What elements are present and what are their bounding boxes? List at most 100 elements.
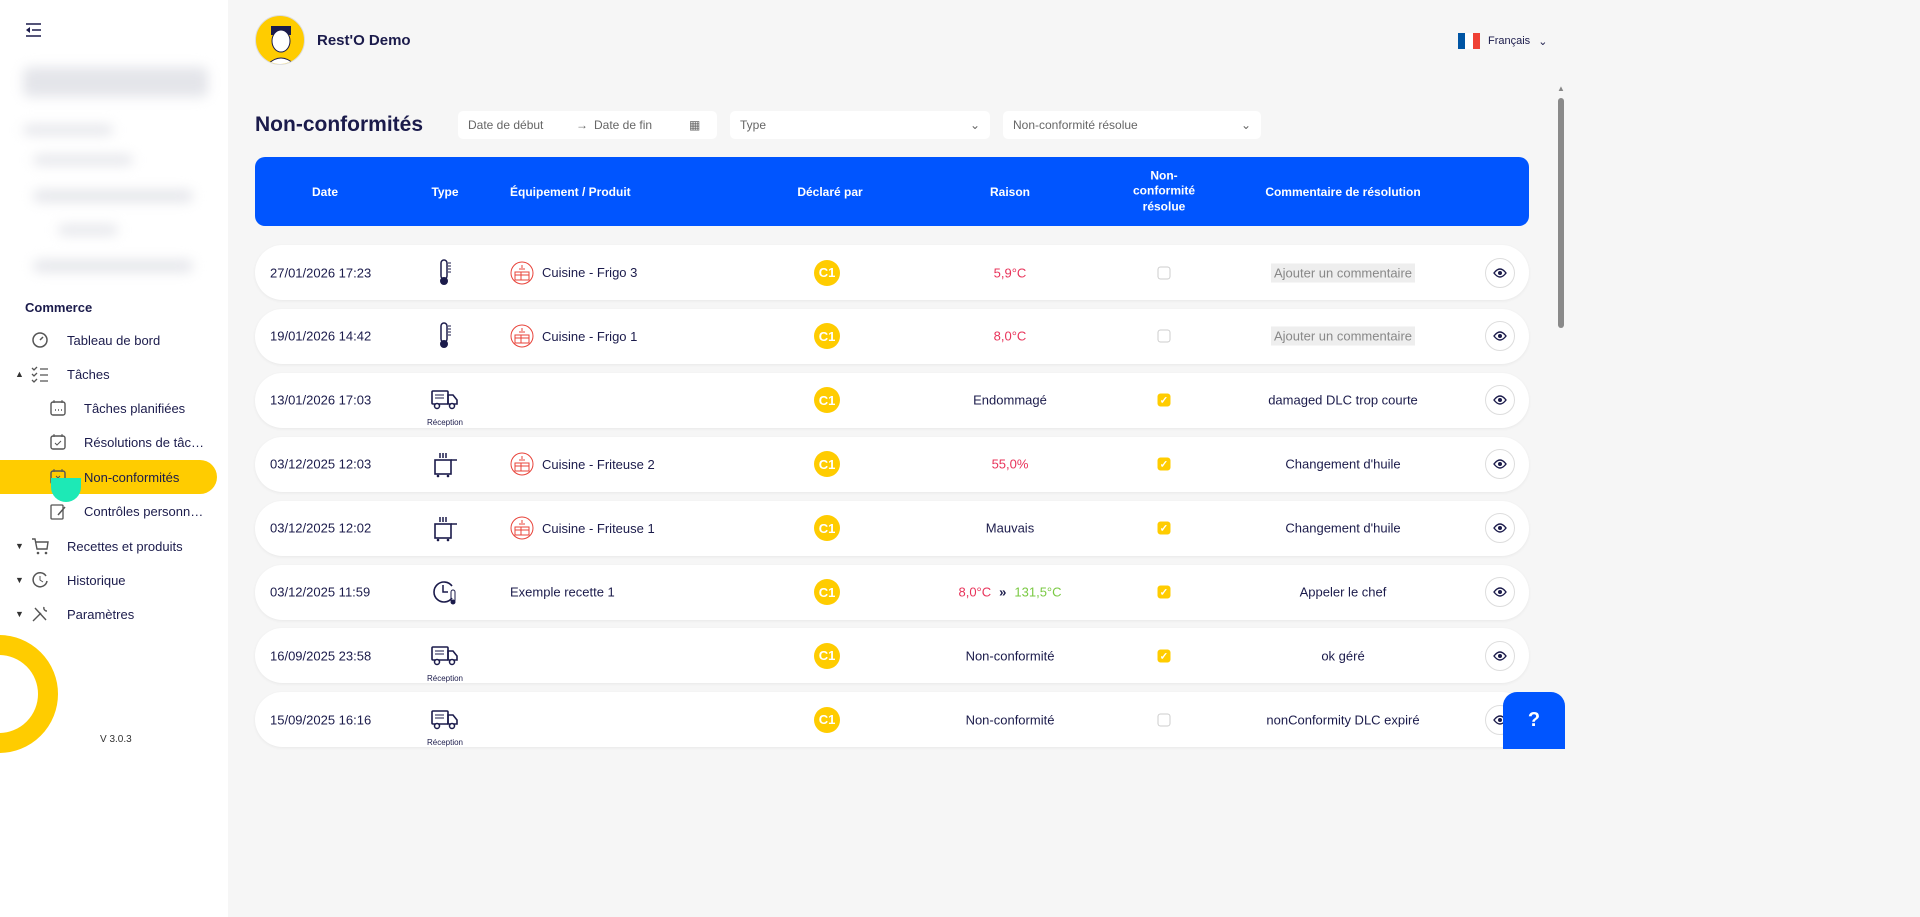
add-comment-button[interactable]: Ajouter un commentaire — [1270, 263, 1416, 282]
row-reason: 55,0% — [992, 457, 1029, 472]
sidebar-item-taches[interactable]: ▲ Tâches — [0, 357, 217, 391]
resolved-checkbox[interactable]: ✓ — [1157, 457, 1171, 471]
chevron-down-icon[interactable]: ▼ — [15, 575, 24, 585]
kitchen-equipment-icon — [510, 324, 534, 348]
row-date: 03/12/2025 12:03 — [270, 456, 372, 472]
resolved-checkbox[interactable]: ✓ — [1157, 585, 1171, 599]
chevron-down-icon[interactable]: ▼ — [15, 609, 24, 619]
help-button[interactable]: ? — [1503, 692, 1565, 749]
view-details-button[interactable] — [1485, 449, 1515, 480]
row-date: 15/09/2025 16:16 — [270, 712, 372, 728]
sidebar-item-controles-personnalises[interactable]: Contrôles personnalisés — [0, 494, 217, 528]
type-select-placeholder: Type — [740, 118, 767, 132]
row-date: 03/12/2025 11:59 — [270, 584, 371, 600]
reason-value-to: 131,5°C — [1014, 584, 1062, 600]
table-row[interactable]: 16/09/2025 23:58 Réception C1 Non-conformit… — [255, 628, 1529, 684]
resolution-comment: Changement d'huile — [1285, 456, 1401, 472]
resolved-checkbox[interactable]: ✓ — [1157, 393, 1171, 407]
sidebar-item-label: Paramètres — [67, 606, 135, 622]
scrollbar[interactable]: ▲ — [1556, 82, 1566, 917]
chevron-down-icon[interactable]: ▼ — [15, 541, 24, 551]
france-flag-icon — [1458, 33, 1480, 49]
chevron-down-icon: ⌄ — [1240, 118, 1251, 132]
resolved-checkbox[interactable] — [1157, 713, 1171, 727]
equipment-name: Cuisine - Frigo 3 — [542, 265, 638, 280]
start-date-input[interactable]: Date de début — [468, 118, 544, 132]
kitchen-equipment-icon — [510, 261, 534, 284]
sidebar-item-resolutions-de-taches[interactable]: Résolutions de tâches — [0, 425, 217, 459]
language-selector[interactable]: Français ⌄ — [1458, 33, 1547, 49]
column-header-comment: Commentaire de résolution — [1265, 184, 1421, 199]
resolved-checkbox[interactable]: ✓ — [1157, 649, 1171, 663]
resolved-checkbox[interactable] — [1157, 266, 1171, 279]
view-details-button[interactable] — [1485, 257, 1515, 288]
reason-value: Endommagé — [973, 392, 1047, 408]
table-row[interactable]: 15/09/2025 16:16 Réception C1 Non-conformit… — [255, 692, 1529, 748]
table-row[interactable]: 27/01/2026 17:23 Cuisine - Frigo 3 C1 5,9°C… — [255, 245, 1529, 300]
dashboard-gauge-icon — [32, 332, 48, 348]
reason-value: 5,9°C — [993, 265, 1027, 280]
resolved-select-placeholder: Non-conformité résolue — [1013, 118, 1138, 132]
arrow-right-icon: → — [576, 118, 588, 132]
sidebar-section-title: Commerce — [25, 300, 93, 315]
eye-icon — [1493, 459, 1507, 469]
table-header: Date Type Équipement / Produit Déclaré p… — [255, 157, 1529, 226]
sidebar-item-historique[interactable]: ▼ Historique — [0, 563, 217, 597]
calendar-dots-icon — [50, 400, 66, 416]
kitchen-equipment-icon — [510, 452, 534, 476]
table-row[interactable]: 03/12/2025 12:03 Cuisine - Friteuse 2 C1 55… — [255, 436, 1529, 492]
table-row[interactable]: 19/01/2026 14:42 Cuisine - Frigo 1 C1 8,0°C… — [255, 308, 1529, 364]
declared-by-badge: C1 — [814, 642, 840, 669]
sidebar-item-tableau-de-bord[interactable]: Tableau de bord — [0, 323, 217, 357]
column-header-equipment: Équipement / Produit — [510, 184, 631, 199]
declared-by-badge: C1 — [814, 706, 840, 733]
resolved-checkbox[interactable] — [1157, 329, 1171, 343]
add-comment-button[interactable]: Ajouter un commentaire — [1270, 326, 1416, 346]
resolved-select[interactable]: Non-conformité résolue ⌄ — [1003, 111, 1261, 139]
eye-icon — [1493, 267, 1507, 278]
scrollbar-thumb[interactable] — [1558, 98, 1564, 328]
resolution-comment: damaged DLC trop courte — [1268, 392, 1418, 408]
declared-by-badge: C1 — [814, 259, 840, 286]
equipment-name: Cuisine - Friteuse 1 — [542, 520, 655, 536]
chevron-up-icon[interactable]: ▲ — [15, 369, 24, 379]
avatar[interactable] — [255, 15, 305, 65]
eye-icon — [1493, 523, 1507, 533]
view-details-button[interactable] — [1485, 513, 1515, 544]
checklist-icon — [31, 366, 48, 383]
row-equipment: Cuisine - Frigo 3 — [510, 261, 637, 285]
row-type — [437, 321, 453, 351]
reason-value: 8,0°C — [993, 328, 1027, 344]
date-range-picker[interactable]: Date de début → Date de fin ▦ — [458, 111, 717, 139]
type-label: Réception — [426, 737, 464, 747]
calendar-icon: ▦ — [689, 118, 701, 132]
view-details-button[interactable] — [1485, 385, 1515, 416]
reason-value: 8,0°C — [958, 584, 992, 600]
sidebar-item-label: Tâches planifiées — [84, 400, 186, 416]
row-type: Réception — [427, 385, 463, 427]
sidebar-item-parametres[interactable]: ▼ Paramètres — [0, 597, 217, 631]
row-equipment: Cuisine - Friteuse 2 — [510, 452, 655, 476]
row-equipment: Exemple recette 1 — [510, 585, 615, 600]
eye-icon — [1493, 651, 1507, 661]
view-details-button[interactable] — [1485, 321, 1515, 352]
sidebar-item-non-conformites[interactable]: Non-conformités — [0, 460, 217, 494]
sidebar-item-recettes-et-produits[interactable]: ▼ Recettes et produits — [0, 529, 217, 563]
end-date-input[interactable]: Date de fin — [594, 118, 653, 132]
row-reason: Non-conformité — [966, 712, 1055, 727]
resolved-checkbox[interactable]: ✓ — [1157, 521, 1171, 535]
delivery-truck-icon — [431, 709, 458, 730]
table-row[interactable]: 03/12/2025 11:59 Exemple recette 1 C1 8,0°C… — [255, 564, 1529, 620]
view-details-button[interactable] — [1485, 640, 1515, 671]
row-type — [431, 449, 459, 479]
collapse-menu-icon[interactable] — [25, 22, 43, 38]
type-select[interactable]: Type ⌄ — [730, 111, 990, 139]
reason-value: Non-conformité — [965, 712, 1055, 728]
sidebar-item-taches-planifiees[interactable]: Tâches planifiées — [0, 391, 217, 425]
table-row[interactable]: 13/01/2026 17:03 Réception C1 Endommagé ✓ dam… — [255, 372, 1529, 428]
decorative-ring — [0, 635, 58, 753]
view-details-button[interactable] — [1485, 577, 1515, 607]
column-header-resolved: Non- conformité résolue — [1132, 168, 1196, 214]
row-reason: 5,9°C — [994, 265, 1027, 280]
table-row[interactable]: 03/12/2025 12:02 Cuisine - Friteuse 1 C1 Ma… — [255, 500, 1529, 556]
